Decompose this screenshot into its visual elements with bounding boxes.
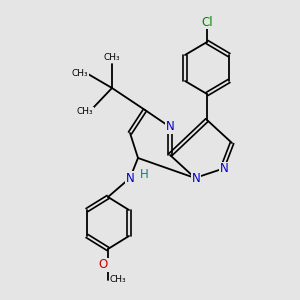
Text: N: N bbox=[166, 121, 174, 134]
Text: N: N bbox=[220, 163, 228, 176]
Text: N: N bbox=[126, 172, 134, 184]
Text: O: O bbox=[98, 259, 108, 272]
Text: CH₃: CH₃ bbox=[72, 70, 88, 79]
Text: Cl: Cl bbox=[201, 16, 213, 28]
Text: CH₃: CH₃ bbox=[104, 52, 120, 62]
Text: H: H bbox=[140, 169, 148, 182]
Text: N: N bbox=[192, 172, 200, 184]
Text: CH₃: CH₃ bbox=[77, 107, 93, 116]
Text: CH₃: CH₃ bbox=[110, 275, 126, 284]
